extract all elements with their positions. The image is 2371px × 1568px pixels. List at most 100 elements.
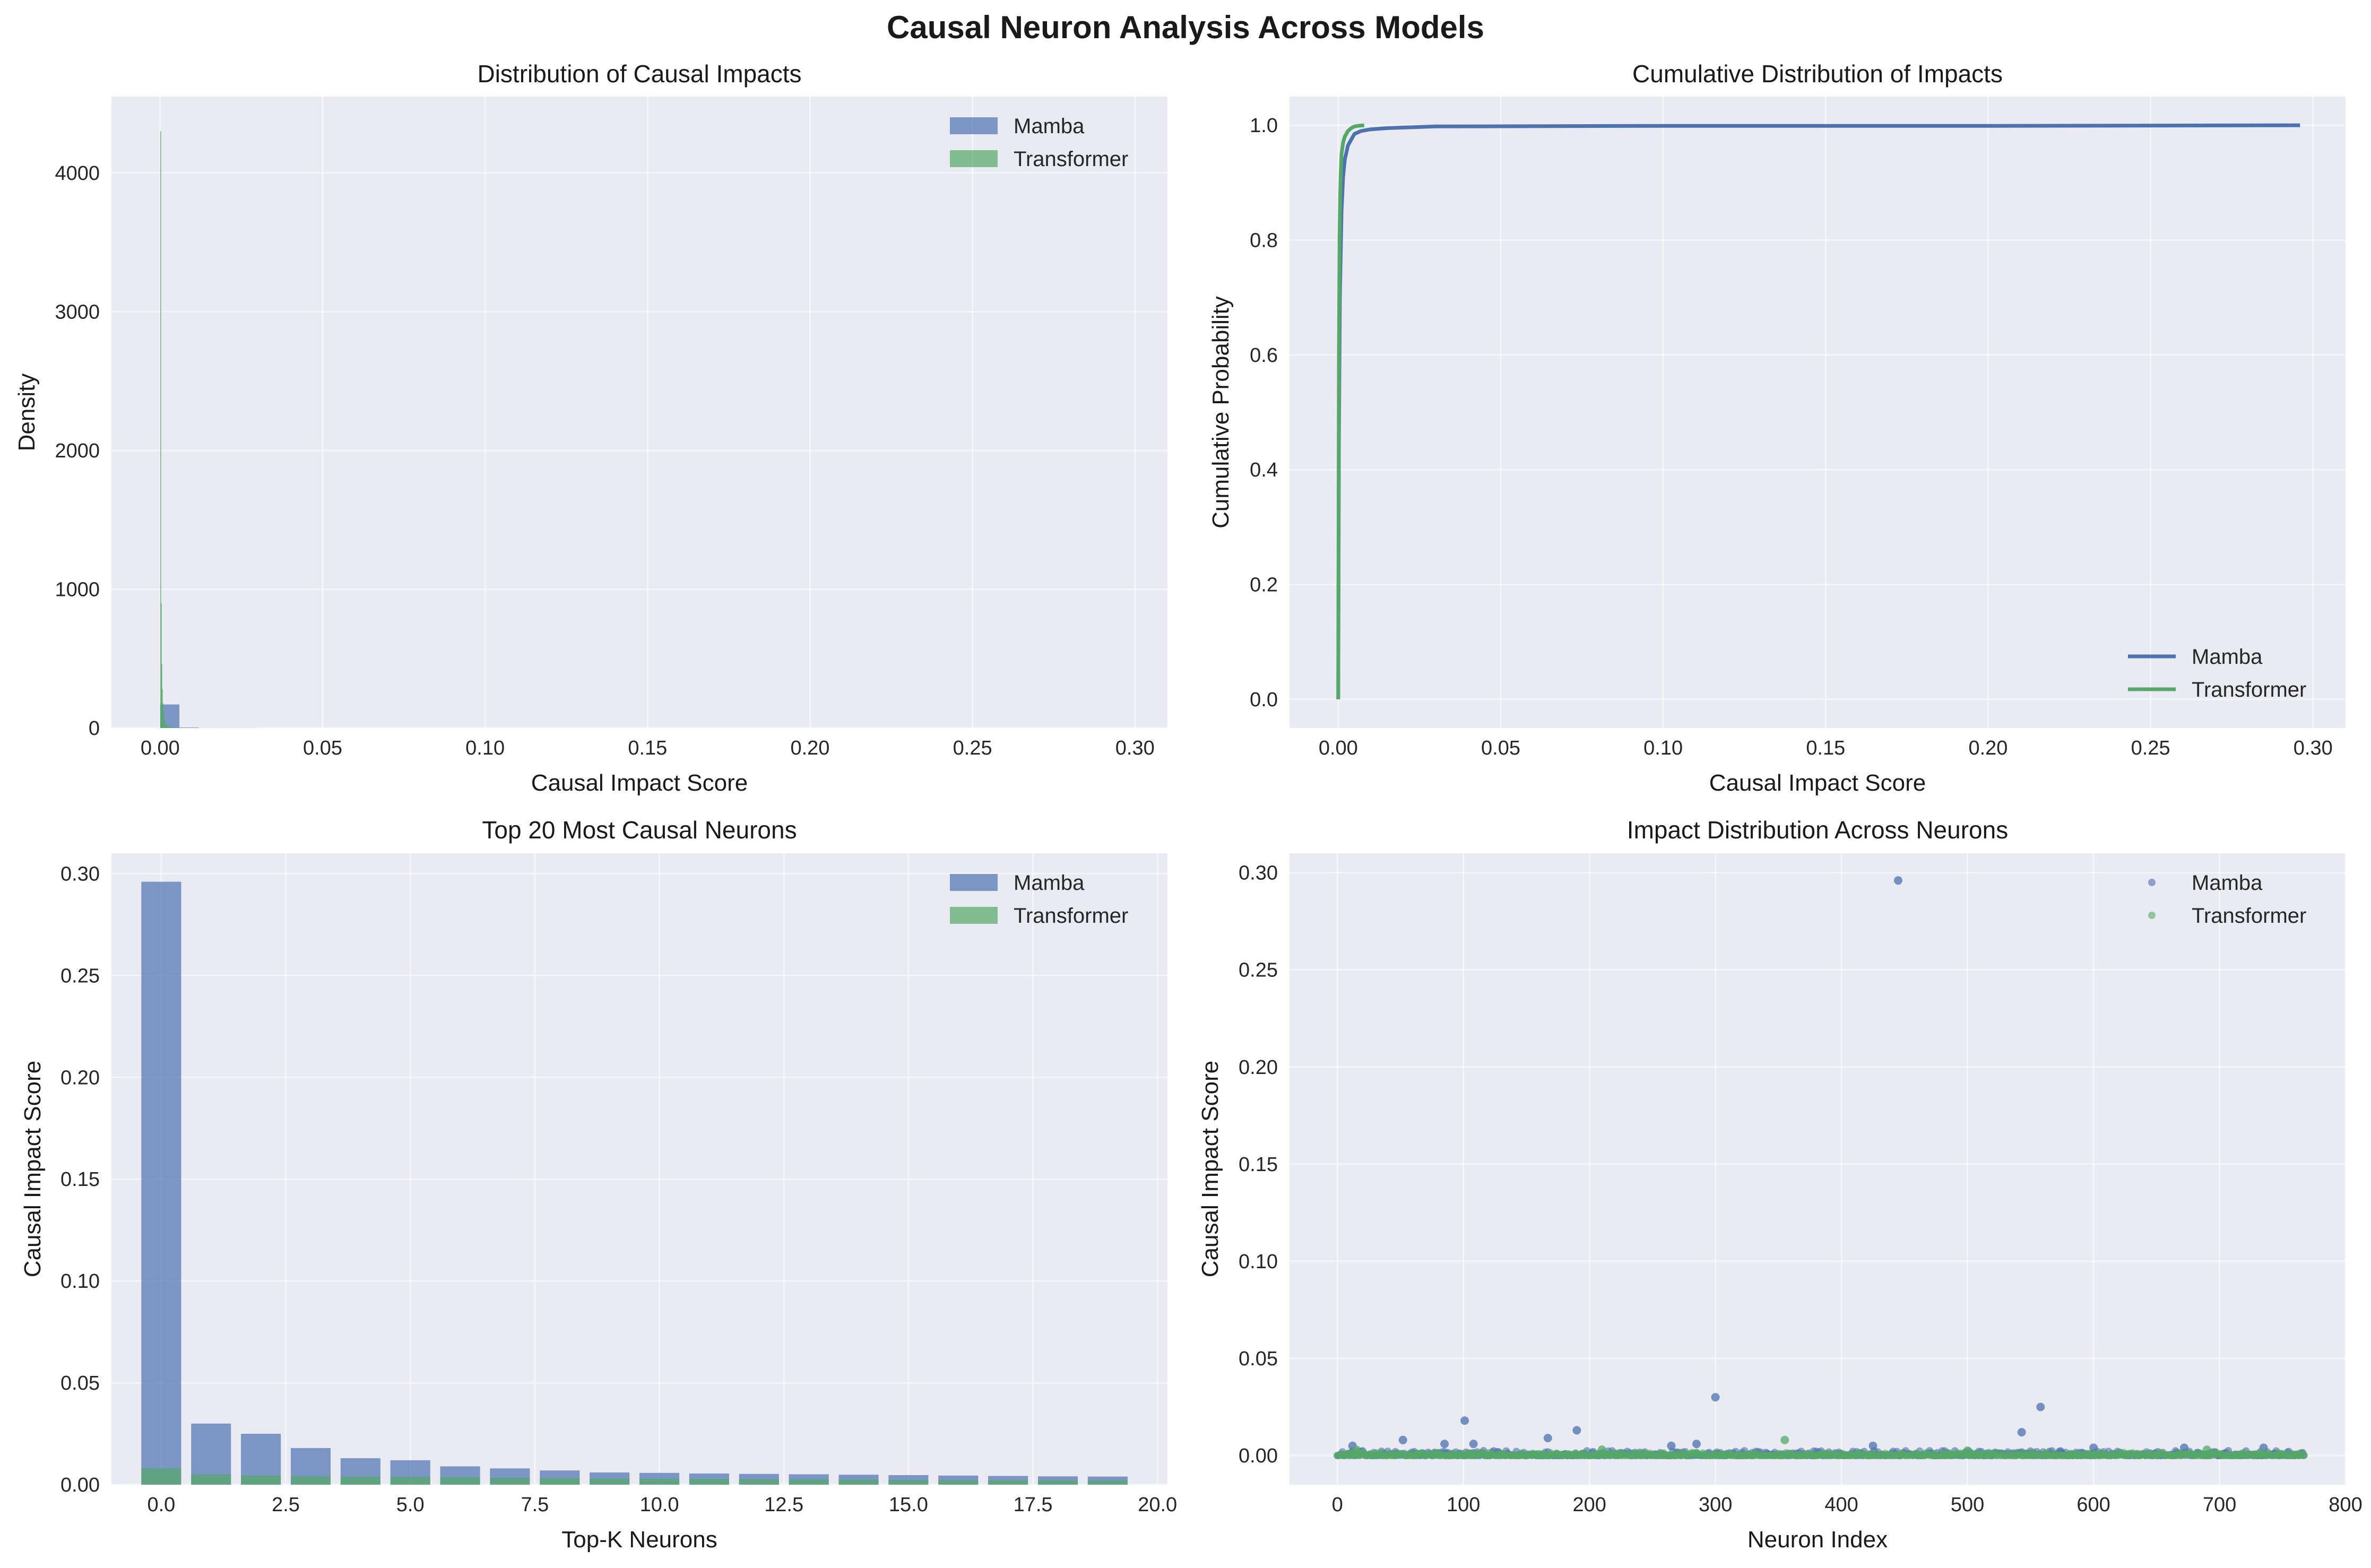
topk-ticks: 0.0 2.5 5.0 7.5 10.0 12.5 15.0 17.5 20.0 0.00 0.05… <box>60 863 1177 1516</box>
hist-xtick-label: 0.00 <box>141 737 180 759</box>
hist-bar <box>165 724 168 728</box>
scatter-point <box>2036 1402 2045 1411</box>
hist-bar <box>179 727 199 728</box>
topk-bar <box>1037 1480 1078 1485</box>
hist-legend-label: Transformer <box>1014 148 1128 171</box>
scatter-ytick-label: 0.10 <box>1239 1251 1278 1273</box>
hist-title: Distribution of Causal Impacts <box>477 60 801 88</box>
scatter-point <box>1572 1426 1581 1435</box>
cdf-xtick-label: 0.30 <box>2294 737 2333 759</box>
cdf-ticks: 0.00 0.05 0.10 0.15 0.20 0.25 0.30 0.0 0.2 0.4 0.6… <box>1250 115 2333 759</box>
hist-ylabel: Density <box>14 374 40 452</box>
hist-plot-area <box>111 97 1167 728</box>
topk-bar <box>141 1468 181 1485</box>
scatter-ticks: 0 100 200 300 400 500 600 700 800 0.00 0.05 0.10 0.1… <box>1239 862 2363 1516</box>
topk-legend-label: Transformer <box>1014 904 1128 928</box>
topk-plot-area <box>111 853 1167 1485</box>
scatter-legend-swatch <box>2148 912 2156 919</box>
topk-xtick-label: 2.5 <box>272 1494 300 1516</box>
topk-ytick-label: 0.10 <box>60 1270 100 1293</box>
hist-xlabel: Causal Impact Score <box>531 770 748 796</box>
topk-bar <box>440 1477 480 1485</box>
cdf-plot-area <box>1290 97 2346 728</box>
scatter-point <box>1398 1435 1407 1444</box>
scatter-point <box>1667 1441 1676 1450</box>
scatter-xtick-label: 700 <box>2203 1494 2236 1516</box>
cdf-xtick-label: 0.00 <box>1319 737 1358 759</box>
scatter-point <box>2017 1428 2026 1437</box>
hist-xtick-label: 0.10 <box>465 737 505 759</box>
topk-panel: Top 20 Most Causal Neurons Top-K Neurons… <box>20 816 1177 1553</box>
cdf-ylabel: Cumulative Probability <box>1208 296 1234 529</box>
scatter-point <box>1894 876 1902 885</box>
scatter-point <box>1460 1416 1469 1425</box>
cdf-xtick-label: 0.05 <box>1481 737 1520 759</box>
scatter-ytick-label: 0.30 <box>1239 862 1278 885</box>
cdf-xtick-label: 0.25 <box>2131 737 2170 759</box>
hist-ytick-label: 3000 <box>55 301 100 323</box>
scatter-xtick-label: 300 <box>1699 1494 1732 1516</box>
scatter-xtick-label: 600 <box>2076 1494 2110 1516</box>
scatter-xtick-label: 0 <box>1332 1494 1343 1516</box>
cdf-xtick-label: 0.10 <box>1643 737 1683 759</box>
hist-xtick-label: 0.30 <box>1115 737 1155 759</box>
scatter-xtick-label: 100 <box>1447 1494 1480 1516</box>
topk-bar <box>241 1475 281 1485</box>
topk-ytick-label: 0.05 <box>60 1372 100 1394</box>
scatter-legend-swatch <box>2148 879 2156 886</box>
topk-bar <box>290 1476 331 1485</box>
scatter-plot-area <box>1290 853 2346 1485</box>
hist-bar <box>173 727 186 728</box>
topk-xtick-label: 15.0 <box>889 1494 928 1516</box>
scatter-panel: Impact Distribution Across Neurons Neuro… <box>1197 816 2363 1553</box>
scatter-point <box>1469 1440 1478 1449</box>
scatter-point <box>2180 1443 2188 1452</box>
hist-legend-swatch <box>950 150 998 167</box>
cdf-ytick-label: 1.0 <box>1250 115 1278 137</box>
cdf-ytick-label: 0.8 <box>1250 229 1278 252</box>
topk-xtick-label: 12.5 <box>764 1494 803 1516</box>
topk-xtick-label: 17.5 <box>1014 1494 1053 1516</box>
scatter-ylabel: Causal Impact Score <box>1197 1061 1223 1277</box>
cdf-legend-label: Mamba <box>2192 645 2263 669</box>
topk-ytick-label: 0.00 <box>60 1474 100 1496</box>
cdf-xtick-label: 0.15 <box>1806 737 1845 759</box>
scatter-title: Impact Distribution Across Neurons <box>1627 816 2008 844</box>
topk-bar <box>191 1474 231 1485</box>
scatter-legend: Mamba Transformer <box>2148 871 2306 928</box>
hist-ytick-label: 0 <box>89 717 100 740</box>
hist-xtick-label: 0.25 <box>953 737 992 759</box>
topk-xtick-label: 5.0 <box>396 1494 425 1516</box>
topk-legend-label: Mamba <box>1014 871 1085 895</box>
scatter-point <box>1352 1445 1361 1454</box>
topk-bar <box>1087 1480 1128 1485</box>
scatter-xtick-label: 200 <box>1572 1494 1606 1516</box>
topk-bar <box>490 1477 530 1485</box>
topk-ytick-label: 0.15 <box>60 1168 100 1191</box>
hist-xtick-label: 0.05 <box>303 737 342 759</box>
hist-gridlines <box>111 97 1167 729</box>
cdf-title: Cumulative Distribution of Impacts <box>1632 60 2003 88</box>
scatter-point <box>2300 1451 2308 1459</box>
topk-legend-swatch <box>950 907 998 924</box>
topk-bar <box>689 1479 729 1485</box>
cdf-legend: Mamba Transformer <box>2128 645 2306 701</box>
hist-bar <box>163 717 165 728</box>
hist-bar <box>164 721 166 728</box>
cdf-ytick-label: 0.2 <box>1250 574 1278 596</box>
topk-bar <box>639 1478 680 1485</box>
scatter-point <box>1692 1440 1701 1449</box>
scatter-point <box>1780 1435 1789 1444</box>
hist-ytick-label: 4000 <box>55 162 100 185</box>
scatter-point <box>2202 1445 2211 1454</box>
topk-ytick-label: 0.30 <box>60 863 100 885</box>
scatter-xtick-label: 800 <box>2329 1494 2362 1516</box>
topk-xtick-label: 10.0 <box>640 1494 679 1516</box>
cdf-ytick-label: 0.4 <box>1250 459 1278 481</box>
topk-bar <box>988 1480 1028 1485</box>
hist-legend: Mamba Transformer <box>950 115 1128 171</box>
hist-ytick-label: 2000 <box>55 440 100 462</box>
hist-legend-label: Mamba <box>1014 115 1085 138</box>
topk-ytick-label: 0.20 <box>60 1067 100 1089</box>
